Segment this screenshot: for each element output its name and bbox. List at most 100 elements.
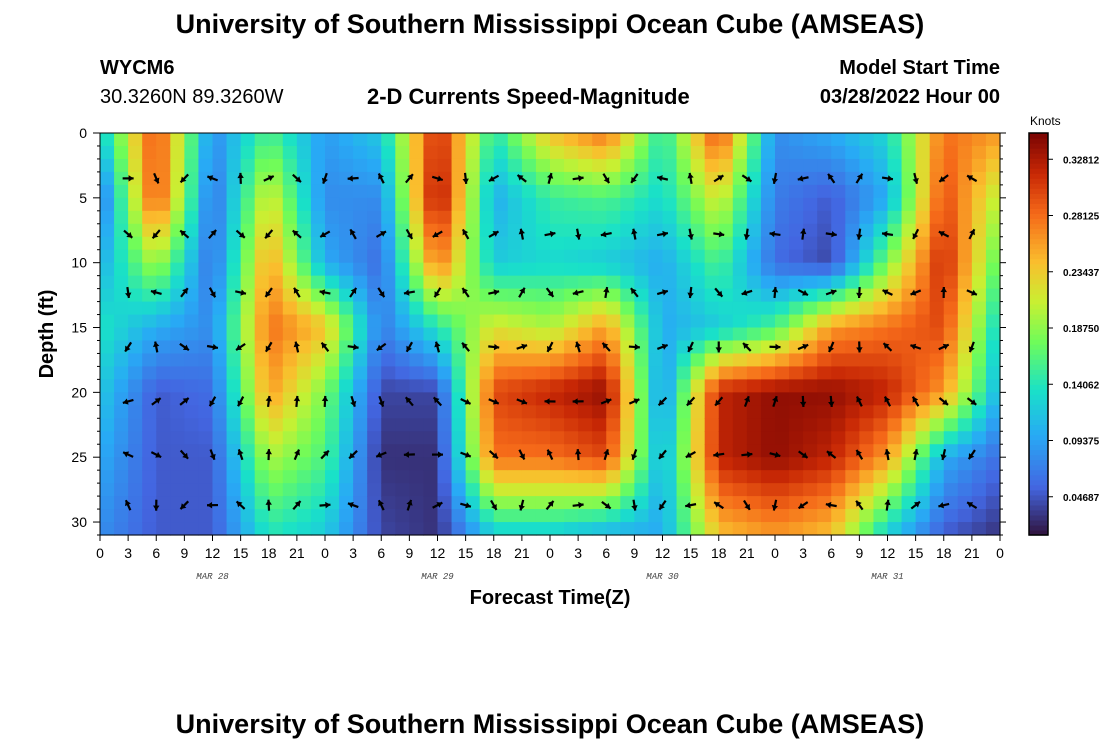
heatmap-cell — [662, 353, 678, 368]
heatmap-cell — [395, 470, 410, 484]
heatmap-cell — [943, 133, 959, 147]
heatmap-cell — [535, 197, 551, 212]
heatmap-cell — [339, 236, 354, 251]
heatmap-cell — [128, 158, 143, 173]
heatmap-cell — [676, 275, 692, 290]
heatmap-cell — [845, 275, 860, 290]
heatmap-cell — [226, 223, 242, 238]
heatmap-cell — [915, 327, 931, 342]
heatmap-cell — [803, 392, 818, 406]
heatmap-cell — [170, 236, 185, 251]
heatmap-cell — [634, 184, 650, 199]
heatmap-cell — [493, 340, 509, 355]
heatmap-cell — [887, 158, 903, 173]
colorbar-segment — [1029, 474, 1048, 481]
heatmap-cell — [325, 379, 340, 393]
heatmap-cell — [268, 133, 284, 147]
heatmap-cell — [690, 327, 706, 342]
heatmap-cell — [915, 457, 931, 471]
heatmap-cell — [775, 353, 790, 368]
heatmap-cell — [859, 301, 875, 316]
heatmap-cell — [873, 470, 889, 484]
heatmap-cell — [114, 171, 129, 186]
heatmap-cell — [760, 262, 776, 277]
heatmap-cell — [493, 444, 509, 458]
heatmap-cell — [437, 431, 453, 445]
heatmap-cell — [128, 145, 143, 160]
heatmap-cell — [114, 184, 129, 199]
heatmap-cell — [226, 301, 242, 316]
heatmap-cell — [620, 288, 635, 303]
heatmap-cell — [465, 275, 481, 290]
heatmap-cell — [620, 145, 635, 160]
current-arrow — [687, 286, 694, 299]
heatmap-cell — [114, 249, 129, 264]
heatmap-cell — [873, 418, 889, 432]
heatmap-cell — [310, 496, 326, 510]
heatmap-cell — [690, 158, 706, 173]
heatmap-cell — [100, 483, 115, 497]
heatmap-cell — [339, 301, 354, 316]
heatmap-cell — [353, 223, 368, 238]
heatmap-cell — [859, 236, 875, 251]
heatmap-cell — [592, 262, 607, 277]
heatmap-cell — [789, 418, 804, 432]
heatmap-cell — [732, 327, 748, 342]
heatmap-cell — [479, 223, 495, 238]
heatmap-cell — [606, 133, 621, 147]
heatmap-cell — [718, 353, 734, 368]
heatmap-cell — [732, 223, 748, 238]
current-arrow — [630, 287, 639, 298]
heatmap-cell — [100, 184, 115, 199]
colorbar-segment — [1029, 248, 1048, 255]
colorbar-segment — [1029, 529, 1048, 536]
heatmap-cell — [578, 236, 593, 251]
heatmap-cell — [985, 275, 1001, 290]
heatmap-cell — [578, 249, 593, 264]
heatmap-cell — [493, 249, 509, 264]
heatmap-cell — [184, 379, 200, 393]
heatmap-cell — [845, 418, 860, 432]
x-axis-title: Forecast Time(Z) — [470, 587, 631, 609]
colorbar-tick-label: 0.09375 — [1063, 437, 1100, 448]
heatmap-cell — [915, 340, 931, 355]
heatmap-cell — [789, 340, 804, 355]
heatmap-cell — [606, 366, 621, 380]
heatmap-cell — [198, 405, 214, 419]
heatmap-cell — [353, 236, 368, 251]
heatmap-cell — [634, 236, 650, 251]
heatmap-cell — [564, 171, 579, 186]
heatmap-cell — [550, 379, 565, 393]
heatmap-cell — [859, 210, 875, 225]
heatmap-cell — [310, 275, 326, 290]
heatmap-cell — [479, 158, 495, 173]
heatmap-cell — [212, 392, 228, 406]
heatmap-cell — [564, 522, 579, 536]
heatmap-cell — [943, 171, 959, 186]
heatmap-cell — [957, 171, 973, 186]
heatmap-cell — [578, 431, 593, 445]
heatmap-cell — [957, 327, 973, 342]
heatmap-cell — [535, 171, 551, 186]
heatmap-cell — [648, 418, 664, 432]
heatmap-cell — [381, 133, 396, 147]
heatmap-cell — [957, 418, 973, 432]
heatmap-cell — [310, 470, 326, 484]
heatmap-cell — [789, 184, 804, 199]
heatmap-cell — [507, 366, 523, 380]
heatmap-cell — [606, 496, 621, 510]
heatmap-cell — [493, 405, 509, 419]
current-arrow — [124, 499, 132, 511]
heatmap-cell — [353, 379, 368, 393]
heatmap-cell — [845, 262, 860, 277]
heatmap-cell — [943, 262, 959, 277]
heatmap-cell — [114, 275, 129, 290]
heatmap-cell — [732, 418, 748, 432]
heatmap-cell — [564, 366, 579, 380]
heatmap-cell — [296, 184, 312, 199]
heatmap-cell — [156, 145, 171, 160]
heatmap-cell — [409, 366, 425, 380]
heatmap-cell — [746, 133, 762, 147]
heatmap-cell — [662, 133, 678, 147]
heatmap-cell — [817, 184, 832, 199]
